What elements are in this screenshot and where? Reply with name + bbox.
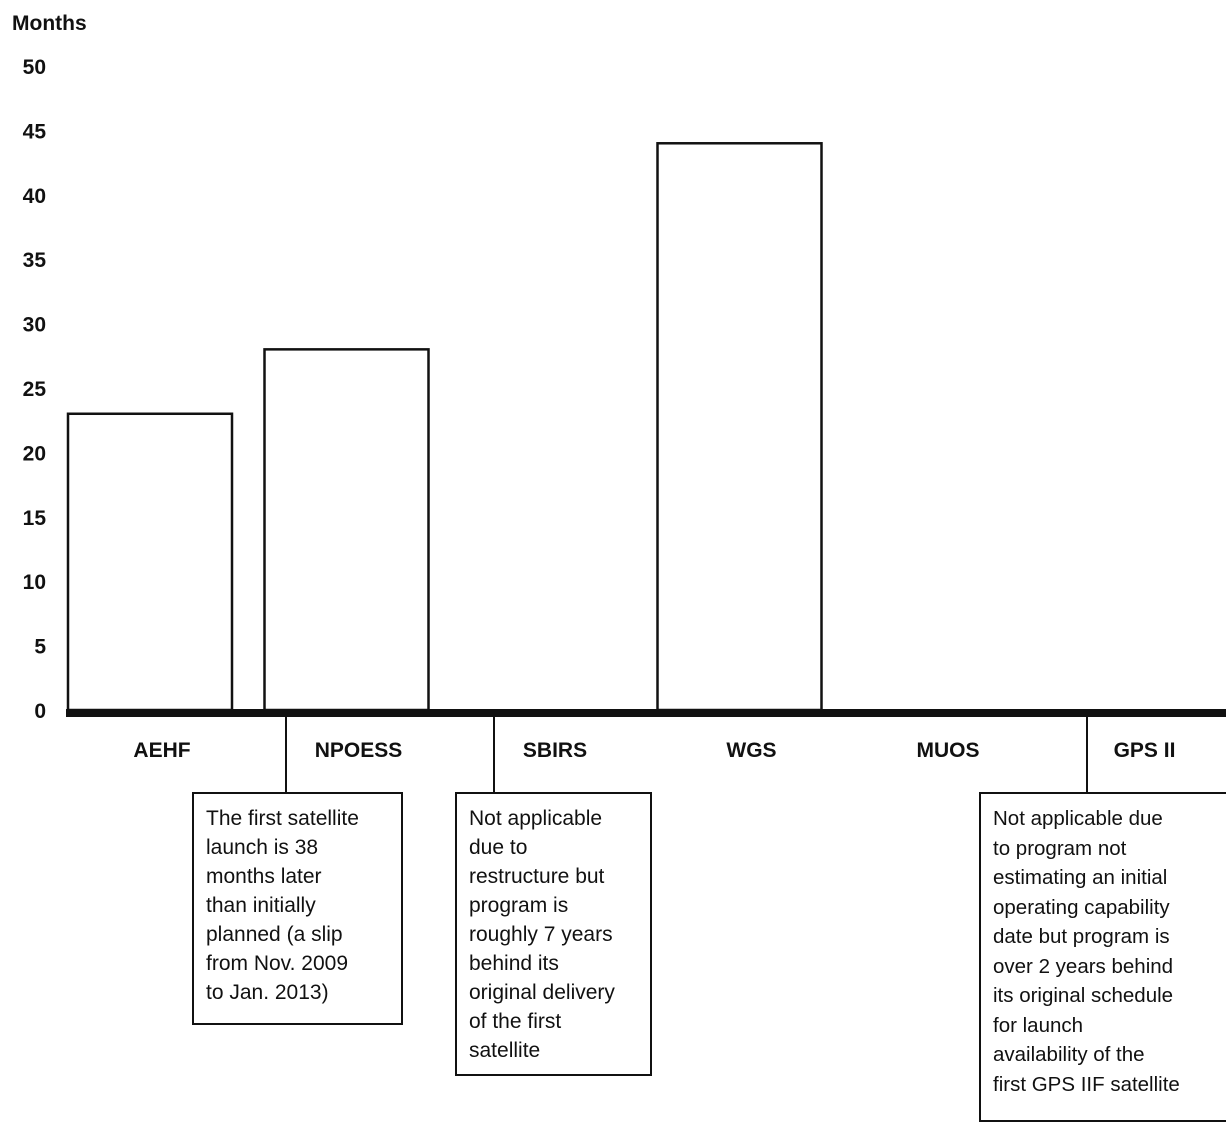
y-axis-label: Months [12, 12, 87, 35]
x-category-label: GPS II [1114, 739, 1176, 762]
x-axis-category-labels: AEHF NPOESS SBIRS WGS MUOS GPS II [133, 739, 1175, 762]
y-tick-label: 10 [23, 571, 46, 594]
x-category-label: MUOS [917, 739, 980, 762]
y-axis-ticks: 0 5 10 15 20 25 30 35 40 45 50 [23, 56, 47, 723]
x-category-label: WGS [726, 739, 776, 762]
annotation-gps-ii: Not applicable due to program not estima… [979, 792, 1226, 1122]
y-tick-label: 30 [23, 314, 46, 337]
x-category-label: AEHF [133, 739, 190, 762]
annotation-npoess: The first satellite launch is 38 months … [192, 792, 403, 1025]
bars [66, 142, 823, 712]
annotation-sbirs: Not applicable due to restructure but pr… [455, 792, 652, 1076]
annotation-connectors [285, 713, 1088, 793]
x-category-label: SBIRS [523, 739, 587, 762]
x-category-label: NPOESS [315, 739, 403, 762]
y-tick-label: 50 [23, 56, 46, 79]
bar-wgs [656, 142, 823, 712]
bar-npoess [263, 348, 430, 712]
y-tick-label: 15 [23, 507, 47, 530]
bar-aehf [66, 412, 234, 712]
y-tick-label: 5 [34, 636, 46, 659]
y-tick-label: 0 [34, 700, 46, 723]
y-tick-label: 40 [23, 185, 46, 208]
y-tick-label: 35 [23, 249, 47, 272]
y-tick-label: 45 [23, 120, 47, 143]
y-tick-label: 25 [23, 378, 47, 401]
y-tick-label: 20 [23, 442, 46, 465]
